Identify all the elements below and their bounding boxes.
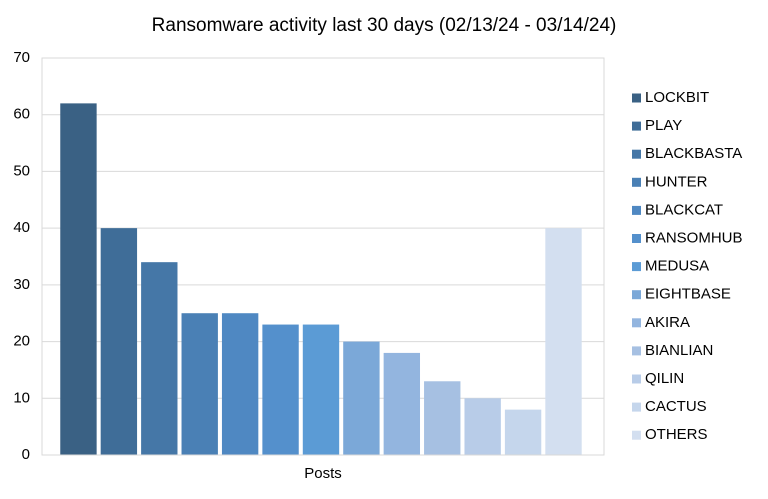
legend-label: MEDUSA <box>645 258 709 275</box>
legend-label: AKIRA <box>645 314 690 331</box>
bar <box>221 313 259 455</box>
legend-swatch <box>632 93 641 103</box>
bar <box>141 262 178 455</box>
bar <box>60 103 97 455</box>
bar <box>262 324 299 455</box>
y-tick-label: 20 <box>13 333 30 350</box>
legend-label: EIGHTBASE <box>645 286 731 303</box>
legend-label: RANSOMHUB <box>645 229 743 246</box>
legend-swatch <box>632 430 641 440</box>
legend-swatch <box>632 262 641 272</box>
legend-label: QILIN <box>645 370 684 387</box>
bar <box>383 352 421 455</box>
legend-swatch <box>632 149 641 159</box>
y-tick-label: 60 <box>13 106 30 123</box>
bar <box>100 228 138 455</box>
legend-swatch <box>632 234 641 243</box>
legend-label: HUNTER <box>645 173 708 190</box>
bar <box>504 409 542 455</box>
legend-label: PLAY <box>645 117 682 134</box>
bar <box>181 313 218 455</box>
legend-label: OTHERS <box>645 426 708 443</box>
bar <box>343 341 380 455</box>
legend-swatch <box>632 177 641 187</box>
y-tick-label: 40 <box>13 219 30 236</box>
legend-swatch <box>632 205 641 215</box>
legend-swatch <box>632 290 641 300</box>
legend-swatch <box>632 374 641 384</box>
legend-swatch <box>632 318 641 328</box>
legend-swatch <box>632 402 641 412</box>
y-tick-label: 70 <box>13 49 30 66</box>
legend-label: LOCKBIT <box>645 89 709 106</box>
y-tick-label: 50 <box>13 162 30 179</box>
bar <box>424 381 461 455</box>
bar <box>545 228 582 455</box>
x-tick-label: Posts <box>304 465 342 482</box>
bar <box>464 398 501 455</box>
y-tick-label: 0 <box>22 446 30 463</box>
legend-label: BLACKBASTA <box>645 145 742 162</box>
y-tick-label: 30 <box>13 276 30 293</box>
y-tick-label: 10 <box>13 389 30 406</box>
legend-label: CACTUS <box>645 398 707 415</box>
legend-label: BLACKCAT <box>645 201 723 218</box>
legend-swatch <box>632 346 641 356</box>
legend-swatch <box>632 121 641 131</box>
bar <box>302 324 340 455</box>
legend-label: BIANLIAN <box>645 342 713 359</box>
chart-title: Ransomware activity last 30 days (02/13/… <box>152 15 617 36</box>
